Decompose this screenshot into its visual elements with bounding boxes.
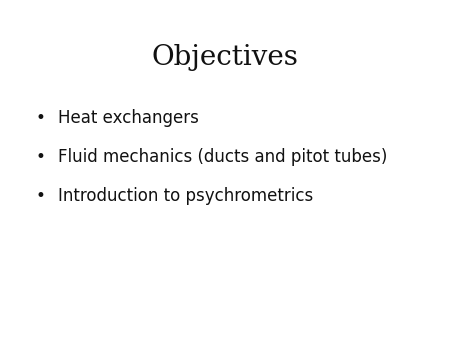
Text: •: • xyxy=(36,187,45,205)
Text: •: • xyxy=(36,109,45,127)
Text: Introduction to psychrometrics: Introduction to psychrometrics xyxy=(58,187,314,205)
Text: •: • xyxy=(36,148,45,166)
Text: Objectives: Objectives xyxy=(152,44,298,71)
Text: Heat exchangers: Heat exchangers xyxy=(58,109,199,127)
Text: Fluid mechanics (ducts and pitot tubes): Fluid mechanics (ducts and pitot tubes) xyxy=(58,148,388,166)
